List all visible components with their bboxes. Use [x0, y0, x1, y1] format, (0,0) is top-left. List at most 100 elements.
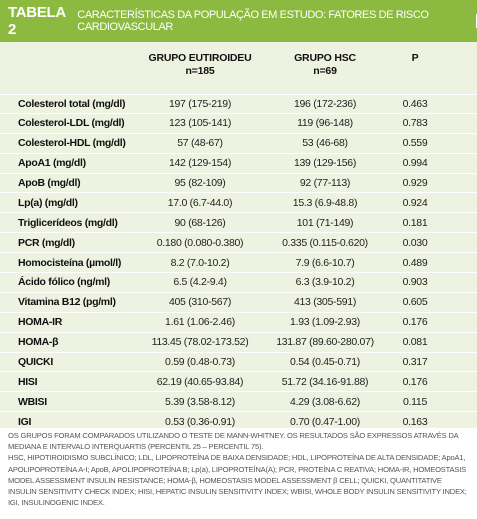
cell-eutiroideu: 0.53 (0.36-0.91)	[165, 415, 235, 428]
cell-eutiroideu: 95 (82-109)	[174, 177, 226, 189]
cell-eutiroideu: 1.61 (1.06-2.46)	[165, 316, 235, 329]
cell-hsc: 119 (96-148)	[297, 117, 353, 130]
table-row: HOMA-β 113.45 (78.02-173.52) 131.87 (89.60…	[0, 333, 477, 353]
cell-p-value: 0.176	[402, 375, 428, 388]
column-header-eutiroideu: GRUPO EUTIROIDEU n=185	[130, 52, 270, 78]
table-title-bar: TABELA 2 CARACTERÍSTICAS DA POPULAÇÃO EM…	[0, 0, 477, 42]
table-row: Colesterol-LDL (mg/dl) 123 (105-141) 119 (…	[0, 114, 477, 134]
cell-p-value: 0.181	[402, 216, 428, 229]
column-header-hsc: GRUPO HSC n=69	[265, 52, 385, 78]
cell-eutiroideu: 0.180 (0.080-0.380)	[156, 236, 244, 249]
table-row: ApoB (mg/dl) 95 (82-109) 92 (77-113) 0.929	[0, 174, 477, 194]
cell-eutiroideu: 5.39 (3.58-8.12)	[165, 395, 235, 408]
cell-eutiroideu: 123 (105-141)	[168, 117, 232, 130]
cell-hsc: 15.3 (6.9-48.8)	[292, 196, 358, 209]
cell-hsc: 7.9 (6.6-10.7)	[295, 256, 355, 269]
cell-eutiroideu: 0.59 (0.48-0.73)	[165, 356, 235, 369]
table-row: Lp(a) (mg/dl) 17.0 (6.7-44.0) 15.3 (6.9-48…	[0, 193, 477, 214]
column-header-eutiroideu-name: GRUPO EUTIROIDEU	[148, 52, 252, 64]
table-row: HISI 62.19 (40.65-93.84) 51.72 (34.16-91.8…	[0, 372, 477, 393]
table-row: Triglicerídeos (mg/dl) 90 (68-126) 101 (71…	[0, 213, 477, 234]
cell-eutiroideu: 197 (175-219)	[168, 97, 232, 110]
cell-p-value: 0.783	[402, 117, 428, 130]
cell-p-value: 0.081	[402, 336, 428, 349]
cell-p-value: 0.924	[402, 196, 428, 209]
cell-p-value: 0.163	[402, 415, 428, 428]
row-label: Lp(a) (mg/dl)	[18, 196, 78, 209]
row-label: Vitamina B12 (pg/ml)	[18, 296, 116, 309]
cell-hsc: 1.93 (1.09-2.93)	[290, 316, 360, 329]
cell-hsc: 131.87 (89.60-280.07)	[276, 336, 374, 349]
cell-p-value: 0.994	[402, 157, 428, 170]
cell-hsc: 0.54 (0.45-0.71)	[290, 356, 360, 369]
cell-p-value: 0.559	[402, 137, 428, 150]
row-label: Triglicerídeos (mg/dl)	[18, 216, 118, 229]
cell-hsc: 53 (46-68)	[302, 137, 348, 150]
cell-hsc: 196 (172-236)	[293, 97, 357, 110]
row-label: Colesterol-LDL (mg/dl)	[18, 117, 125, 130]
table-row: Homocisteína (µmol/l) 8.2 (7.0-10.2) 7.9 (…	[0, 253, 477, 274]
cell-eutiroideu: 405 (310-567)	[168, 296, 232, 309]
table-row: WBISI 5.39 (3.58-8.12) 4.29 (3.08-6.62) 0.1…	[0, 392, 477, 413]
row-label: Colesterol-HDL (mg/dl)	[18, 137, 126, 150]
row-label: HISI	[18, 375, 38, 388]
cell-hsc: 413 (305-591)	[293, 296, 357, 309]
table-row: QUICKI 0.59 (0.48-0.73) 0.54 (0.45-0.71) 0.…	[0, 353, 477, 373]
table-row: PCR (mg/dl) 0.180 (0.080-0.380) 0.335 (0.1…	[0, 233, 477, 254]
table-title: CARACTERÍSTICAS DA POPULAÇÃO EM ESTUDO: …	[77, 9, 429, 33]
table-row: Vitamina B12 (pg/ml) 405 (310-567) 413 (30…	[0, 293, 477, 313]
cell-eutiroideu: 57 (48-67)	[177, 137, 223, 150]
table-row: Colesterol total (mg/dl) 197 (175-219) 196…	[0, 94, 477, 114]
row-label: QUICKI	[18, 356, 53, 369]
cell-hsc: 139 (129-156)	[293, 157, 357, 170]
cell-eutiroideu: 90 (68-126)	[174, 216, 226, 229]
row-label: ApoB (mg/dl)	[18, 177, 81, 189]
row-label: Colesterol total (mg/dl)	[18, 97, 126, 110]
column-header-hsc-n: n=69	[313, 65, 337, 77]
row-label: HOMA-β	[18, 336, 59, 349]
cell-hsc: 0.335 (0.115-0.620)	[282, 236, 368, 249]
cell-hsc: 0.70 (0.47-1.00)	[290, 415, 360, 428]
cell-eutiroideu: 142 (129-154)	[168, 157, 232, 170]
table-body: Colesterol total (mg/dl) 197 (175-219) 196…	[0, 94, 477, 433]
cell-p-value: 0.903	[402, 276, 428, 289]
cell-eutiroideu: 113.45 (78.02-173.52)	[151, 336, 249, 349]
table-row: IGI 0.53 (0.36-0.91) 0.70 (0.47-1.00) 0.163	[0, 412, 477, 433]
footnote-abbreviations: HSC, HIPOTIROIDISMO SUBCLÍNICO; LDL, LIP…	[8, 453, 467, 508]
column-header-hsc-name: GRUPO HSC	[294, 52, 356, 64]
row-label: ApoA1 (mg/dl)	[18, 157, 86, 170]
cell-eutiroideu: 8.2 (7.0-10.2)	[170, 256, 230, 269]
cell-hsc: 51.72 (34.16-91.88)	[281, 375, 369, 388]
row-label: Ácido fólico (ng/ml)	[18, 276, 110, 289]
data-table: GRUPO EUTIROIDEU n=185 GRUPO HSC n=69 P …	[0, 42, 477, 433]
cell-hsc: 6.3 (3.9-10.2)	[295, 276, 355, 289]
cell-hsc: 92 (77-113)	[299, 177, 351, 189]
cell-p-value: 0.605	[402, 296, 428, 309]
row-label: PCR (mg/dl)	[18, 236, 75, 249]
cell-hsc: 101 (71-149)	[296, 216, 354, 229]
table-row: ApoA1 (mg/dl) 142 (129-154) 139 (129-156) 0…	[0, 154, 477, 174]
cell-p-value: 0.115	[403, 395, 427, 408]
cell-p-value: 0.317	[402, 356, 428, 369]
table-number: TABELA 2	[8, 4, 66, 38]
cell-p-value: 0.176	[402, 316, 428, 329]
row-label: HOMA-IR	[18, 316, 62, 329]
cell-eutiroideu: 62.19 (40.65-93.84)	[156, 375, 244, 388]
table-footnotes: OS GRUPOS FORAM COMPARADOS UTILIZANDO O …	[8, 430, 470, 508]
cell-p-value: 0.463	[402, 97, 428, 110]
table-row: Colesterol-HDL (mg/dl) 57 (48-67) 53 (46-6…	[0, 134, 477, 154]
table-row: Ácido fólico (ng/ml) 6.5 (4.2-9.4) 6.3 (3.…	[0, 273, 477, 293]
cell-p-value: 0.489	[402, 256, 428, 269]
row-label: WBISI	[18, 395, 47, 408]
footnote-method: OS GRUPOS FORAM COMPARADOS UTILIZANDO O …	[8, 431, 459, 452]
cell-p-value: 0.929	[402, 177, 428, 189]
row-label: Homocisteína (µmol/l)	[18, 256, 122, 269]
column-header-eutiroideu-n: n=185	[185, 65, 215, 77]
cell-p-value: 0.030	[402, 236, 428, 249]
column-header-p: P	[411, 52, 419, 64]
row-label: IGI	[18, 415, 32, 428]
cell-eutiroideu: 17.0 (6.7-44.0)	[167, 196, 233, 209]
cell-eutiroideu: 6.5 (4.2-9.4)	[173, 276, 227, 289]
table-row: HOMA-IR 1.61 (1.06-2.46) 1.93 (1.09-2.93) 0…	[0, 313, 477, 333]
